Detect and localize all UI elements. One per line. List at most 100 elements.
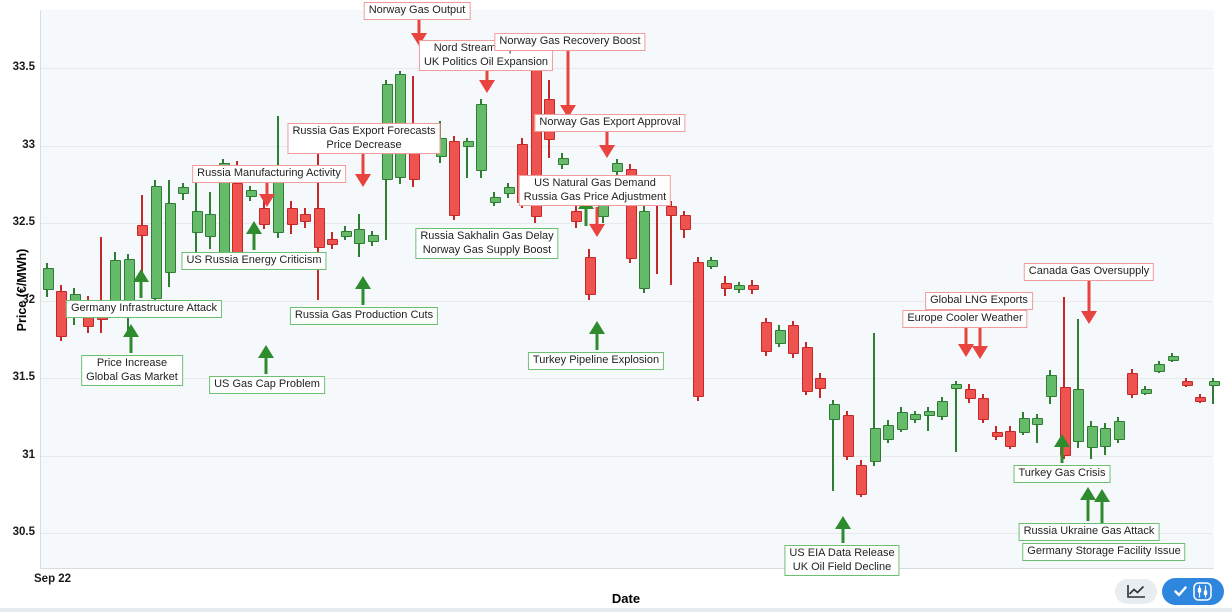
candle-bearish[interactable]	[991, 432, 1003, 438]
candle-bearish[interactable]	[693, 261, 705, 398]
candle-bullish[interactable]	[462, 140, 474, 148]
candle-bearish[interactable]	[720, 283, 732, 289]
candle-bullish[interactable]	[639, 210, 651, 289]
event-annotation-line: US EIA Data Release	[789, 547, 895, 559]
event-annotation: US Gas Cap Problem	[209, 376, 325, 394]
candle-bullish[interactable]	[1045, 374, 1057, 398]
candlestick-view-button[interactable]	[1162, 578, 1224, 605]
candle-bullish[interactable]	[883, 424, 895, 441]
candle-bearish[interactable]	[584, 257, 596, 295]
event-annotation: US EIA Data Release UK Oil Field Decline	[784, 545, 900, 576]
candle-bearish[interactable]	[679, 215, 691, 230]
candle-wick	[140, 195, 143, 279]
up-arrow-stem	[584, 209, 588, 226]
candle-bearish[interactable]	[788, 325, 800, 354]
candle-bullish[interactable]	[42, 267, 54, 291]
candle-bullish[interactable]	[734, 285, 746, 291]
candle-bearish[interactable]	[327, 238, 339, 246]
candle-bullish[interactable]	[354, 229, 366, 244]
candle-bearish[interactable]	[1059, 387, 1071, 456]
candle-bullish[interactable]	[476, 103, 488, 171]
candle-bearish[interactable]	[137, 224, 149, 236]
candle-bullish[interactable]	[205, 213, 217, 238]
candle-bearish[interactable]	[747, 285, 759, 291]
gridline	[41, 455, 1212, 457]
candle-bearish[interactable]	[313, 207, 325, 249]
candle-bearish[interactable]	[856, 464, 868, 495]
candle-bullish[interactable]	[869, 427, 881, 463]
candle-bullish[interactable]	[1167, 356, 1179, 362]
candle-bearish[interactable]	[666, 205, 678, 216]
candle-bearish[interactable]	[1127, 373, 1139, 396]
candle-bullish[interactable]	[1032, 418, 1044, 425]
candle-bullish[interactable]	[1140, 388, 1152, 394]
candle-bullish[interactable]	[923, 410, 935, 416]
down-arrow-icon	[355, 174, 371, 187]
candle-bullish[interactable]	[706, 260, 718, 267]
candle-bullish[interactable]	[245, 190, 257, 198]
candle-bullish[interactable]	[557, 157, 569, 165]
candle-bearish[interactable]	[842, 415, 854, 458]
candle-bullish[interactable]	[1154, 364, 1166, 373]
up-arrow-stem	[1086, 500, 1090, 521]
event-annotation: Europe Cooler Weather	[902, 310, 1028, 328]
candle-bearish[interactable]	[625, 168, 637, 260]
candle-wick	[832, 399, 835, 492]
up-arrow-icon	[589, 321, 605, 334]
down-arrow-stem	[605, 130, 609, 145]
candle-bullish[interactable]	[910, 413, 922, 421]
candle-bullish[interactable]	[1208, 381, 1220, 387]
candle-bullish[interactable]	[367, 235, 379, 243]
candle-bearish[interactable]	[964, 388, 976, 399]
candle-bearish[interactable]	[571, 210, 583, 222]
line-chart-button[interactable]	[1115, 579, 1157, 604]
candle-bullish[interactable]	[951, 384, 963, 390]
candle-bullish[interactable]	[1113, 421, 1125, 441]
candle-bullish[interactable]	[340, 230, 352, 238]
candle-bullish[interactable]	[828, 404, 840, 421]
candle-bearish[interactable]	[761, 322, 773, 353]
candle-bearish[interactable]	[801, 347, 813, 393]
candle-bearish[interactable]	[232, 182, 244, 255]
down-arrow-icon	[599, 145, 615, 158]
event-annotation-line: UK Politics Oil Expansion	[423, 55, 549, 68]
candle-bearish[interactable]	[978, 398, 990, 421]
candle-bullish[interactable]	[1018, 418, 1030, 433]
candle-bullish[interactable]	[164, 202, 176, 274]
candle-bearish[interactable]	[1181, 381, 1193, 387]
down-arrow-icon	[958, 344, 974, 357]
candle-bullish[interactable]	[503, 187, 515, 194]
down-arrow-stem	[417, 17, 421, 33]
down-arrow-stem	[265, 180, 269, 194]
candle-bearish[interactable]	[408, 153, 420, 181]
candle-bullish[interactable]	[1100, 427, 1112, 447]
y-tick-label: 32.5	[12, 216, 35, 228]
candle-bullish[interactable]	[1086, 426, 1098, 449]
candle-bearish[interactable]	[449, 140, 461, 216]
candle-bullish[interactable]	[110, 260, 122, 305]
candle-bullish[interactable]	[774, 329, 786, 345]
candle-bullish[interactable]	[1073, 388, 1085, 442]
candle-bearish[interactable]	[815, 378, 827, 390]
event-annotation-line: Turkey Gas Crisis	[1018, 467, 1106, 479]
candle-bullish[interactable]	[150, 185, 162, 300]
candle-bullish[interactable]	[489, 196, 501, 204]
candle-bearish[interactable]	[259, 207, 271, 225]
gridline	[41, 300, 1212, 302]
candle-wick	[1035, 413, 1038, 444]
event-annotation-line: Turkey Pipeline Explosion	[532, 354, 660, 366]
candle-bearish[interactable]	[1195, 396, 1207, 402]
candle-bearish[interactable]	[286, 207, 298, 225]
y-tick-label: 32	[22, 293, 35, 306]
candle-bearish[interactable]	[300, 213, 312, 222]
candle-bullish[interactable]	[178, 187, 190, 194]
candle-bullish[interactable]	[896, 412, 908, 430]
candle-bullish[interactable]	[598, 204, 610, 218]
candle-bullish[interactable]	[612, 162, 624, 173]
plot-area	[40, 10, 1214, 569]
event-annotation-line: US Gas Cap Problem	[214, 378, 320, 390]
up-arrow-stem	[129, 337, 133, 353]
candle-bullish[interactable]	[937, 401, 949, 418]
candle-bearish[interactable]	[1005, 430, 1017, 447]
candle-bullish[interactable]	[191, 210, 203, 233]
